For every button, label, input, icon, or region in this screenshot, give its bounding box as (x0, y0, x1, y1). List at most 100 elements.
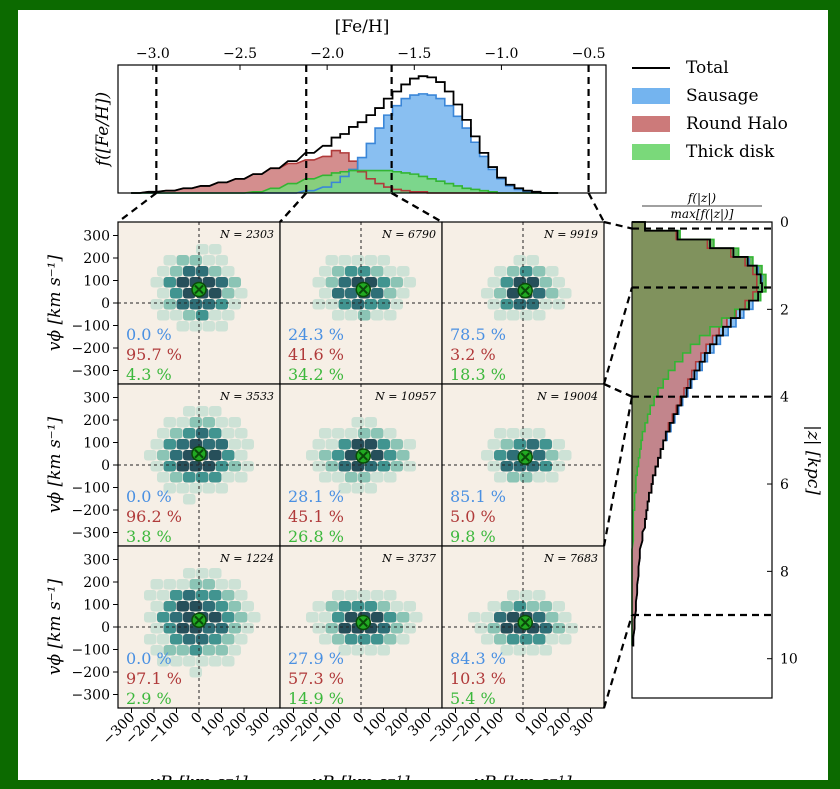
connector-line (117, 192, 158, 223)
side-tick-label: 2 (780, 302, 789, 318)
panel-xlabel: vR [km s⁻¹] (312, 773, 410, 780)
density-bin (377, 461, 390, 472)
density-bin (170, 472, 183, 483)
density-bin (228, 579, 241, 590)
density-bin (468, 612, 481, 623)
density-bin (533, 634, 546, 645)
density-bin (371, 590, 384, 601)
density-bin (228, 601, 241, 612)
density-bin (371, 450, 384, 461)
density-bin (312, 439, 325, 450)
density-bin (196, 568, 209, 579)
density-bin (170, 428, 183, 439)
density-bin (202, 461, 215, 472)
top-frame (117, 64, 607, 194)
panel-ylabel: vϕ [km s⁻¹] (45, 579, 65, 676)
density-bin (209, 266, 222, 277)
y-tick-label: −200 (72, 665, 110, 681)
density-bin (358, 472, 371, 483)
density-bin (215, 461, 228, 472)
density-bin (241, 461, 254, 472)
density-bin (364, 601, 377, 612)
density-bin (487, 623, 500, 634)
density-bin (338, 601, 351, 612)
density-bin (533, 266, 546, 277)
side-line-thick-disk (631, 221, 767, 646)
density-bin (507, 428, 520, 439)
panel-0-2: N = 9919 78.5 %3.2 %18.3 % (441, 221, 605, 385)
side-frame (631, 221, 773, 699)
density-bin (241, 623, 254, 634)
density-bin (209, 406, 222, 417)
density-bin (163, 483, 176, 494)
panel-fraction: 18.3 % (450, 365, 506, 384)
density-bin (170, 310, 183, 321)
mean-marker-cross (358, 617, 368, 628)
density-bin (235, 472, 248, 483)
connector-line (391, 192, 443, 223)
density-bin (332, 472, 345, 483)
density-bin (377, 623, 390, 634)
density-bin (539, 439, 552, 450)
density-bin (157, 656, 170, 667)
density-bin (144, 590, 157, 601)
density-bin (371, 428, 384, 439)
density-bin (209, 244, 222, 255)
density-bin (202, 321, 215, 332)
panel-fraction: 57.3 % (288, 669, 344, 688)
mean-marker-cross (194, 284, 204, 295)
density-bin (215, 623, 228, 634)
density-bin (332, 612, 345, 623)
density-bin (364, 417, 377, 428)
panel-count: N = 1224 (219, 552, 274, 565)
top-ylabel: f([Fe/H]) (93, 92, 113, 168)
density-bin (403, 461, 416, 472)
density-bin (364, 299, 377, 310)
density-bin (209, 288, 222, 299)
density-bin (533, 428, 546, 439)
density-bin (176, 461, 189, 472)
density-bin (552, 623, 565, 634)
density-bin (215, 645, 228, 656)
density-bin (533, 612, 546, 623)
density-bin (364, 645, 377, 656)
panel-fraction: 0.0 % (126, 325, 172, 344)
density-bin (546, 266, 559, 277)
density-bin (202, 645, 215, 656)
density-bin (196, 656, 209, 667)
density-bin (526, 255, 539, 266)
density-bin (507, 310, 520, 321)
y-tick-label: 300 (83, 229, 110, 245)
density-bin (371, 266, 384, 277)
top-tick-label: −3.0 (136, 46, 170, 62)
y-tick-label: 0 (101, 296, 110, 312)
density-bin (559, 288, 572, 299)
density-bin (222, 288, 235, 299)
density-bin (176, 579, 189, 590)
panel-fraction: 95.7 % (126, 345, 182, 364)
density-bin (403, 439, 416, 450)
density-bin (345, 428, 358, 439)
panel-fraction: 41.6 % (288, 345, 344, 364)
side-tick-label: 8 (780, 564, 789, 580)
density-bin (371, 612, 384, 623)
density-bin (325, 623, 338, 634)
density-bin (539, 623, 552, 634)
side-ylabel: |z| [kpc] (803, 425, 823, 495)
density-bin (209, 590, 222, 601)
density-bin (358, 590, 371, 601)
mean-marker-cross (520, 285, 530, 296)
density-bin (183, 406, 196, 417)
side-tick-label: 4 (780, 390, 789, 406)
density-bin (338, 461, 351, 472)
density-bin (319, 266, 332, 277)
density-bin (371, 634, 384, 645)
density-bin (157, 634, 170, 645)
density-bin (157, 590, 170, 601)
density-bin (526, 601, 539, 612)
density-bin (183, 428, 196, 439)
density-bin (494, 266, 507, 277)
density-bin (196, 266, 209, 277)
density-bin (520, 310, 533, 321)
legend: Total Sausage Round Halo Thick disk (632, 58, 788, 162)
